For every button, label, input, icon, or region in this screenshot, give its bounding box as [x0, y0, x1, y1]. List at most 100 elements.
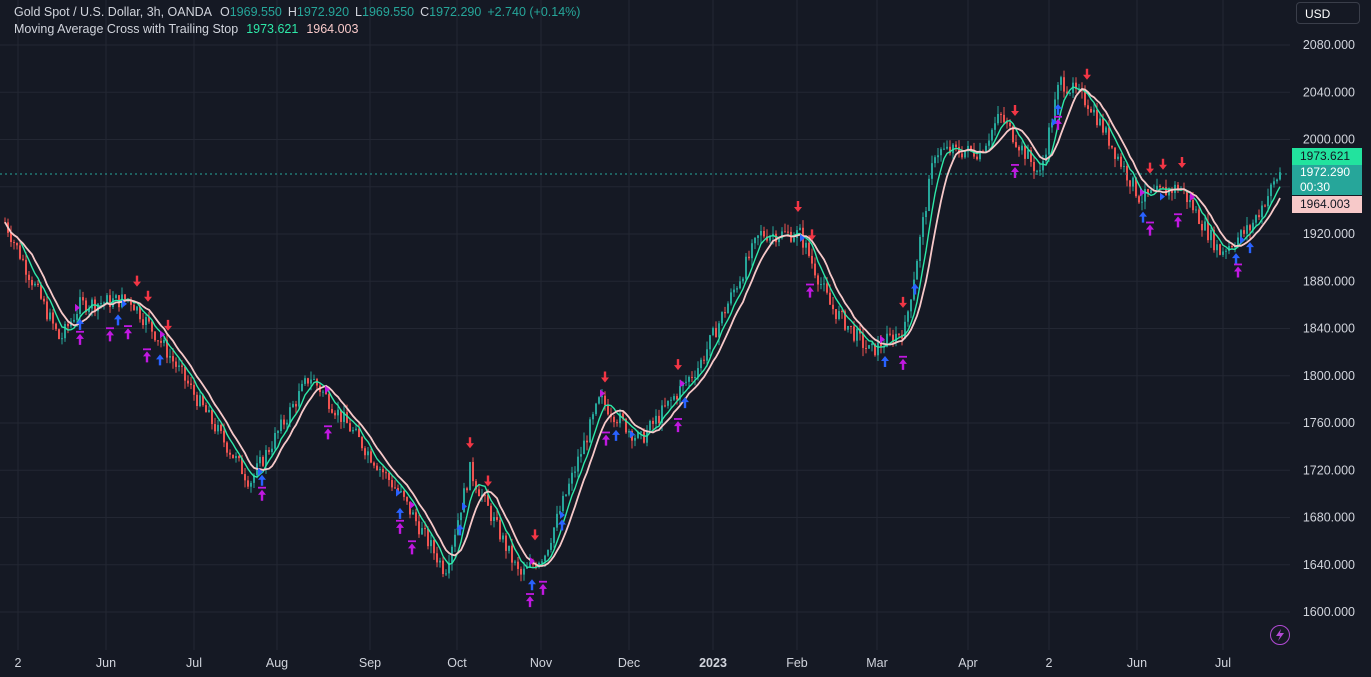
candle-body	[862, 333, 864, 348]
candle-body	[925, 211, 927, 218]
candle-body	[1066, 91, 1068, 94]
candle-body	[727, 303, 729, 314]
candle-body	[964, 151, 966, 158]
candle-body	[193, 384, 195, 395]
last-price-tag: 1972.290 00:30	[1292, 165, 1362, 195]
candle-body	[259, 456, 261, 464]
candle-body	[640, 431, 642, 433]
candle-body	[1129, 180, 1131, 187]
candle-body	[43, 298, 45, 302]
candle-body	[343, 412, 345, 422]
candle-body	[235, 456, 237, 459]
symbol-title[interactable]: Gold Spot / U.S. Dollar, 3h, OANDA	[14, 5, 212, 19]
sell-signal-arrow	[531, 529, 539, 541]
entry-triangle	[1160, 192, 1165, 201]
buy-signal-arrow	[76, 318, 84, 330]
candle-body	[523, 568, 525, 575]
candle-body	[1243, 230, 1245, 234]
sell-signal-arrow	[1011, 105, 1019, 117]
trailing-stop-marker	[806, 283, 814, 298]
candle-body	[64, 323, 66, 339]
buy-signal-arrow	[258, 474, 266, 486]
candle-body	[439, 560, 441, 563]
candle-body	[511, 545, 513, 563]
candle-body	[442, 560, 444, 574]
candle-body	[304, 378, 306, 384]
buy-signal-arrow	[156, 354, 164, 366]
candle-body	[625, 418, 627, 433]
candle-body	[919, 236, 921, 262]
candle-body	[289, 407, 291, 423]
candle-body	[1231, 246, 1233, 248]
candle-body	[520, 568, 522, 575]
candle-body	[1138, 196, 1140, 203]
candle-body	[556, 513, 558, 528]
candle-body	[1162, 187, 1164, 189]
buy-signal-arrow	[881, 356, 889, 367]
candle-body	[1135, 177, 1137, 197]
candle-body	[709, 335, 711, 350]
lightning-icon[interactable]	[1270, 625, 1290, 645]
candle-body	[1060, 77, 1062, 85]
candle-body	[298, 391, 300, 407]
high-label: H	[287, 5, 297, 19]
candle-body	[391, 480, 393, 488]
buy-signal-arrow	[114, 314, 122, 326]
candle-body	[1195, 209, 1197, 211]
trailing-stop-marker	[106, 327, 114, 342]
candle-body	[985, 145, 987, 153]
candle-body	[748, 256, 750, 259]
x-tick-label: 2023	[699, 656, 727, 670]
candle-body	[1264, 205, 1266, 207]
candle-body	[361, 437, 363, 449]
candle-body	[151, 321, 153, 332]
candle-body	[166, 339, 168, 358]
candle-body	[1024, 145, 1026, 159]
trailing-stop-marker	[124, 325, 132, 340]
candle-body	[412, 512, 414, 515]
candle-body	[10, 232, 12, 243]
candle-body	[655, 415, 657, 424]
chart-legend: Gold Spot / U.S. Dollar, 3h, OANDA O 1969…	[14, 4, 580, 38]
indicator-title[interactable]: Moving Average Cross with Trailing Stop	[14, 22, 239, 36]
candle-body	[322, 391, 324, 393]
candle-body	[1213, 229, 1215, 251]
entry-triangle	[122, 299, 127, 308]
trailing-stop-marker	[76, 330, 84, 345]
low-label: L	[355, 5, 362, 19]
candle-body	[1099, 118, 1101, 126]
x-tick-label: Oct	[447, 656, 467, 670]
candle-body	[604, 395, 606, 406]
candle-body	[109, 295, 111, 308]
candle-body	[313, 379, 315, 381]
candle-body	[904, 321, 906, 339]
candle-body	[613, 416, 615, 423]
candle-body	[1108, 127, 1110, 146]
candle-body	[88, 308, 90, 313]
candle-body	[1078, 88, 1080, 90]
candle-body	[1054, 99, 1056, 123]
candle-body	[1141, 201, 1143, 203]
candle-body	[346, 412, 348, 424]
candle-body	[367, 451, 369, 456]
y-tick-label: 1720.000	[1303, 463, 1355, 477]
buy-signal-arrow	[681, 397, 689, 409]
candle-body	[394, 487, 396, 489]
candle-body	[250, 482, 252, 487]
candle-body	[733, 289, 735, 293]
entry-triangle	[880, 335, 885, 344]
candle-body	[169, 356, 171, 358]
candle-body	[1093, 109, 1095, 113]
currency-button[interactable]: USD	[1296, 2, 1360, 24]
candle-body	[214, 424, 216, 432]
candle-body	[1018, 146, 1020, 151]
candle-body	[1216, 244, 1218, 251]
candle-body	[253, 475, 255, 483]
candle-body	[583, 440, 585, 455]
candle-body	[850, 325, 852, 327]
candle-body	[244, 474, 246, 481]
y-tick-label: 1680.000	[1303, 511, 1355, 525]
ma-slow-value: 1964.003	[306, 22, 359, 36]
candle-body	[1222, 251, 1224, 255]
